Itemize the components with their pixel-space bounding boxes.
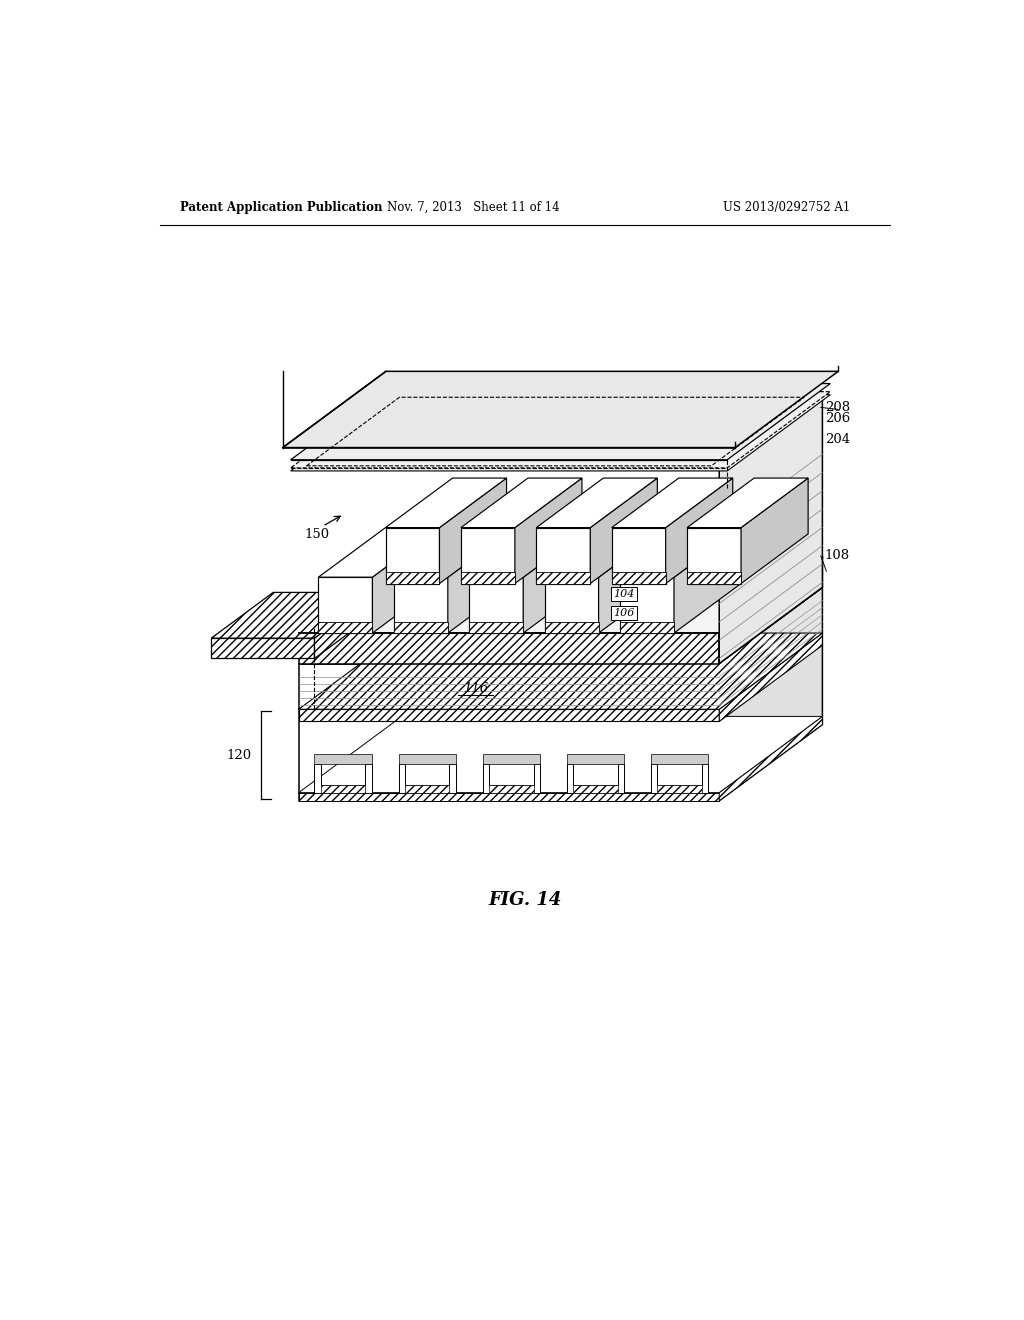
Text: 120: 120 xyxy=(226,748,252,762)
Polygon shape xyxy=(439,478,507,583)
Polygon shape xyxy=(469,622,523,634)
Text: 150: 150 xyxy=(304,528,330,541)
Polygon shape xyxy=(299,709,719,722)
Polygon shape xyxy=(299,634,822,709)
Polygon shape xyxy=(469,528,590,577)
Text: 108: 108 xyxy=(824,549,850,562)
Polygon shape xyxy=(620,528,741,577)
Polygon shape xyxy=(651,764,709,792)
Polygon shape xyxy=(461,573,515,583)
Polygon shape xyxy=(719,634,822,722)
Polygon shape xyxy=(611,478,733,528)
Text: 104: 104 xyxy=(613,590,635,599)
Polygon shape xyxy=(299,557,822,634)
Polygon shape xyxy=(398,764,456,792)
Polygon shape xyxy=(461,478,582,528)
Polygon shape xyxy=(299,634,719,664)
Polygon shape xyxy=(719,717,822,801)
Polygon shape xyxy=(394,577,447,634)
Polygon shape xyxy=(537,528,590,583)
Polygon shape xyxy=(299,587,822,664)
Polygon shape xyxy=(489,784,534,792)
Polygon shape xyxy=(611,573,666,583)
Polygon shape xyxy=(211,638,314,659)
Polygon shape xyxy=(611,528,666,583)
Polygon shape xyxy=(398,754,456,764)
Polygon shape xyxy=(211,593,377,638)
Polygon shape xyxy=(404,784,450,792)
Text: 116: 116 xyxy=(463,682,487,696)
Polygon shape xyxy=(545,528,666,577)
Text: 106: 106 xyxy=(613,607,635,618)
Polygon shape xyxy=(291,395,830,471)
Polygon shape xyxy=(291,392,830,467)
Polygon shape xyxy=(314,593,377,659)
Polygon shape xyxy=(590,478,657,583)
Polygon shape xyxy=(299,792,719,801)
Polygon shape xyxy=(666,478,733,583)
Polygon shape xyxy=(567,754,624,764)
Text: FIG. 14: FIG. 14 xyxy=(488,891,561,909)
Polygon shape xyxy=(651,754,709,764)
Polygon shape xyxy=(545,622,599,634)
Polygon shape xyxy=(314,764,372,792)
Polygon shape xyxy=(567,764,624,792)
Polygon shape xyxy=(314,754,372,764)
Polygon shape xyxy=(299,664,719,709)
Polygon shape xyxy=(719,587,822,709)
Polygon shape xyxy=(620,577,674,634)
Polygon shape xyxy=(447,528,515,634)
Text: 204: 204 xyxy=(824,433,850,446)
Polygon shape xyxy=(719,634,822,801)
Polygon shape xyxy=(545,577,599,634)
Polygon shape xyxy=(461,528,515,583)
Polygon shape xyxy=(687,573,741,583)
Polygon shape xyxy=(321,784,366,792)
Polygon shape xyxy=(385,478,507,528)
Polygon shape xyxy=(373,528,439,634)
Polygon shape xyxy=(674,528,741,634)
Polygon shape xyxy=(291,384,830,459)
Polygon shape xyxy=(385,573,439,583)
Text: 206: 206 xyxy=(824,412,850,425)
Text: Patent Application Publication: Patent Application Publication xyxy=(179,201,382,214)
Polygon shape xyxy=(318,577,373,634)
Polygon shape xyxy=(687,528,741,583)
Polygon shape xyxy=(318,622,373,634)
Polygon shape xyxy=(537,573,590,583)
Polygon shape xyxy=(394,622,447,634)
Polygon shape xyxy=(482,764,540,792)
Polygon shape xyxy=(687,478,808,528)
Polygon shape xyxy=(299,634,822,709)
Polygon shape xyxy=(741,478,808,583)
Polygon shape xyxy=(394,528,515,577)
Polygon shape xyxy=(657,784,701,792)
Polygon shape xyxy=(469,577,523,634)
Polygon shape xyxy=(283,371,839,447)
Polygon shape xyxy=(719,392,822,664)
Polygon shape xyxy=(537,478,657,528)
Polygon shape xyxy=(719,557,822,664)
Polygon shape xyxy=(299,709,719,801)
Polygon shape xyxy=(523,528,590,634)
Polygon shape xyxy=(620,622,674,634)
Polygon shape xyxy=(385,528,439,583)
Text: US 2013/0292752 A1: US 2013/0292752 A1 xyxy=(723,201,850,214)
Polygon shape xyxy=(573,784,617,792)
Polygon shape xyxy=(482,754,540,764)
Polygon shape xyxy=(599,528,666,634)
Polygon shape xyxy=(299,717,822,792)
Polygon shape xyxy=(515,478,582,583)
Text: 208: 208 xyxy=(824,401,850,414)
Polygon shape xyxy=(318,528,439,577)
Text: Nov. 7, 2013   Sheet 11 of 14: Nov. 7, 2013 Sheet 11 of 14 xyxy=(387,201,559,214)
